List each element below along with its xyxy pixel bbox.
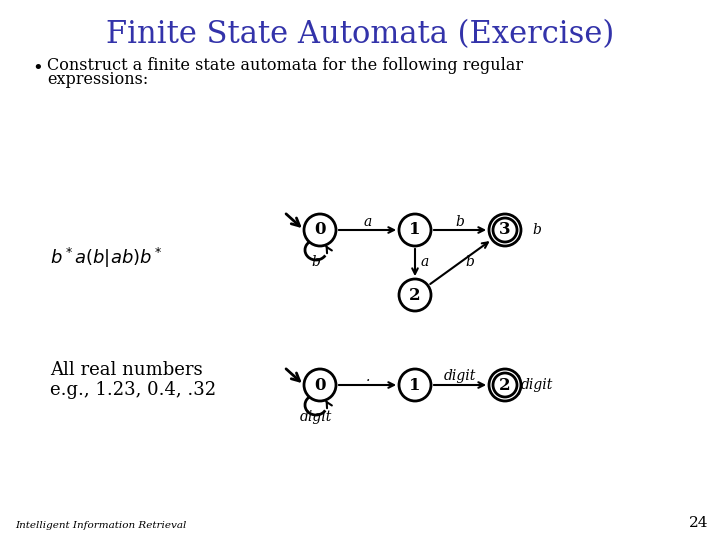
Text: $\mathbf{\it b^*a(b|ab)b^*}$: $\mathbf{\it b^*a(b|ab)b^*}$	[50, 246, 163, 269]
Text: •: •	[32, 59, 42, 77]
Text: Intelligent Information Retrieval: Intelligent Information Retrieval	[15, 521, 186, 530]
Circle shape	[399, 279, 431, 311]
Text: a: a	[364, 215, 372, 229]
Text: e.g., 1.23, 0.4, .32: e.g., 1.23, 0.4, .32	[50, 381, 216, 399]
Circle shape	[399, 369, 431, 401]
Text: b: b	[456, 215, 464, 229]
Text: Finite State Automata (Exercise): Finite State Automata (Exercise)	[106, 19, 614, 51]
Text: 2: 2	[409, 287, 420, 303]
Text: digit: digit	[521, 378, 553, 392]
Circle shape	[399, 214, 431, 246]
Text: b: b	[466, 255, 474, 269]
Text: 0: 0	[314, 376, 325, 394]
Circle shape	[489, 214, 521, 246]
Text: 0: 0	[314, 221, 325, 239]
Text: digit: digit	[300, 410, 332, 424]
Text: digit: digit	[444, 369, 476, 383]
Text: 24: 24	[688, 516, 708, 530]
Text: 2: 2	[499, 376, 510, 394]
Text: a: a	[421, 255, 429, 269]
Circle shape	[304, 369, 336, 401]
Text: .: .	[365, 370, 369, 384]
Circle shape	[489, 369, 521, 401]
Text: Construct a finite state automata for the following regular: Construct a finite state automata for th…	[47, 57, 523, 73]
Text: All real numbers: All real numbers	[50, 361, 202, 379]
Circle shape	[304, 214, 336, 246]
Text: 1: 1	[409, 221, 420, 239]
Text: b: b	[312, 255, 320, 269]
Text: 3: 3	[499, 221, 510, 239]
Text: expressions:: expressions:	[47, 71, 148, 89]
Text: b: b	[533, 223, 541, 237]
Text: 1: 1	[409, 376, 420, 394]
